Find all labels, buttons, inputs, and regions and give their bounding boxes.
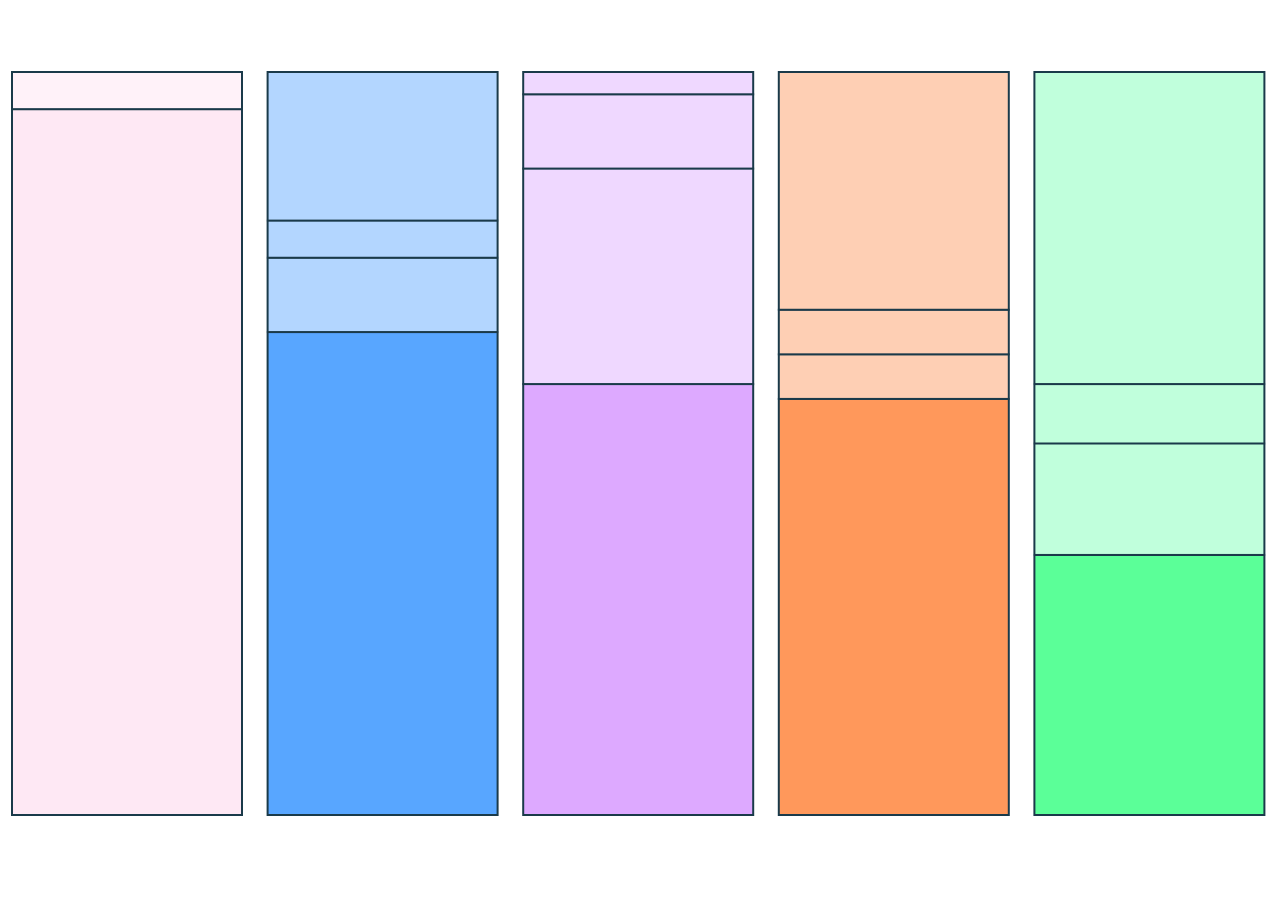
bar-segment (1033, 71, 1266, 386)
bar-segment (777, 71, 1010, 311)
bar-segment (266, 219, 499, 259)
bar-segment (266, 256, 499, 334)
bar-segment (522, 93, 755, 170)
bar-segment (777, 397, 1010, 816)
bar-segment (777, 353, 1010, 400)
bar-segment (266, 71, 499, 222)
bar-segment (11, 71, 243, 111)
bar-segment (777, 308, 1010, 356)
bar-segment (522, 167, 755, 386)
bar-column-4 (777, 71, 1010, 816)
bar-segment (1033, 383, 1266, 445)
bar-segment (522, 383, 755, 816)
bar-column-3 (522, 71, 755, 816)
bar-segment (522, 71, 755, 96)
bar-segment (1033, 553, 1266, 816)
bar-segment (1033, 442, 1266, 556)
bar-segment (266, 331, 499, 816)
bar-column-1 (11, 71, 243, 816)
bar-column-2 (266, 71, 499, 816)
bar-column-5 (1033, 71, 1266, 816)
bar-segment (11, 108, 243, 816)
